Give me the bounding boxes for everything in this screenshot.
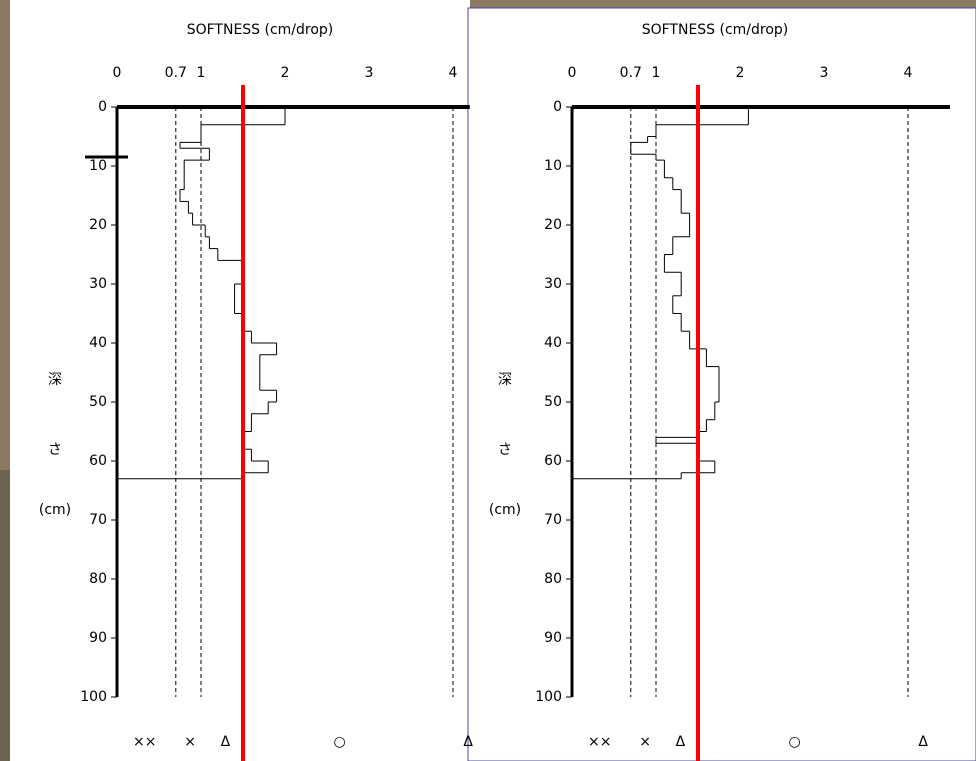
grade-label: ○ bbox=[333, 734, 345, 750]
chart-title: SOFTNESS (cm/drop) bbox=[187, 22, 334, 38]
grade-label: Δ bbox=[918, 734, 928, 750]
y-tick-label: 90 bbox=[544, 630, 562, 646]
y-tick-label: 90 bbox=[89, 630, 107, 646]
y-tick-label: 70 bbox=[89, 512, 107, 528]
y-tick-label: 100 bbox=[535, 689, 562, 705]
right-panel bbox=[467, 7, 976, 761]
grade-label: ×× bbox=[588, 734, 611, 750]
y-tick-label: 40 bbox=[89, 335, 107, 351]
grade-label: Δ bbox=[221, 734, 231, 750]
y-axis-label: さ bbox=[48, 442, 62, 458]
x-tick-label: 0 bbox=[113, 65, 122, 81]
x-tick-label: 2 bbox=[736, 65, 745, 81]
grade-label: ×× bbox=[133, 734, 156, 750]
y-tick-label: 60 bbox=[544, 453, 562, 469]
x-tick-label: 4 bbox=[904, 65, 913, 81]
y-tick-label: 10 bbox=[89, 158, 107, 174]
x-tick-label: 3 bbox=[820, 65, 829, 81]
y-tick-label: 0 bbox=[553, 99, 562, 115]
y-tick-label: 50 bbox=[89, 394, 107, 410]
x-tick-label: 1 bbox=[652, 65, 661, 81]
left-panel bbox=[10, 0, 470, 761]
x-tick-label: 0 bbox=[568, 65, 577, 81]
y-tick-label: 20 bbox=[89, 217, 107, 233]
y-tick-label: 100 bbox=[80, 689, 107, 705]
x-tick-label: 2 bbox=[281, 65, 290, 81]
y-tick-label: 0 bbox=[98, 99, 107, 115]
y-tick-label: 40 bbox=[544, 335, 562, 351]
y-tick-label: 80 bbox=[89, 571, 107, 587]
grade-label: × bbox=[639, 734, 651, 750]
y-axis-label: 深 bbox=[48, 372, 62, 388]
x-tick-label: 1 bbox=[197, 65, 206, 81]
x-tick-label: 0.7 bbox=[165, 65, 187, 81]
y-tick-label: 30 bbox=[89, 276, 107, 292]
grade-label: Δ bbox=[676, 734, 686, 750]
y-tick-label: 20 bbox=[544, 217, 562, 233]
x-tick-label: 0.7 bbox=[620, 65, 642, 81]
x-tick-label: 4 bbox=[449, 65, 458, 81]
y-axis-label: (cm) bbox=[489, 502, 521, 518]
grade-label: × bbox=[184, 734, 196, 750]
y-tick-label: 30 bbox=[544, 276, 562, 292]
y-tick-label: 60 bbox=[89, 453, 107, 469]
y-axis-label: (cm) bbox=[39, 502, 71, 518]
grade-label: ○ bbox=[788, 734, 800, 750]
y-tick-label: 50 bbox=[544, 394, 562, 410]
y-axis-label: さ bbox=[498, 442, 512, 458]
y-tick-label: 70 bbox=[544, 512, 562, 528]
y-tick-label: 10 bbox=[544, 158, 562, 174]
chart-title: SOFTNESS (cm/drop) bbox=[642, 22, 789, 38]
y-tick-label: 80 bbox=[544, 571, 562, 587]
y-axis-label: 深 bbox=[498, 372, 512, 388]
grade-label: Δ bbox=[463, 734, 473, 750]
x-tick-label: 3 bbox=[365, 65, 374, 81]
